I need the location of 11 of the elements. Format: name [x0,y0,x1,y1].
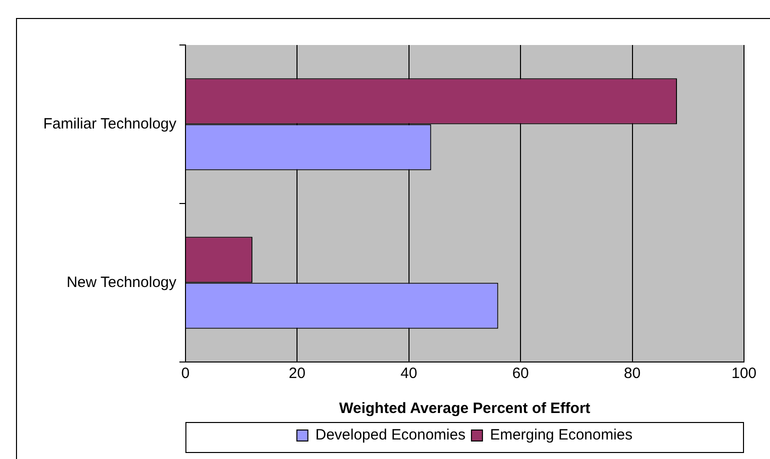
legend-label: Developed Economies [315,426,466,444]
x-tick-label: 20 [288,365,306,382]
x-tick-label: 40 [400,365,418,382]
x-tick-label: 60 [512,365,529,382]
y-tick-label: Familiar Technology [43,115,177,132]
legend-label: Emerging Economies [490,426,633,444]
x-axis-title: Weighted Average Percent of Effort [339,400,590,418]
x-tick-label: 0 [181,365,190,382]
x-tick-label: 100 [731,365,757,382]
x-tick-label: 80 [624,365,641,382]
y-tick-label: New Technology [66,274,177,291]
